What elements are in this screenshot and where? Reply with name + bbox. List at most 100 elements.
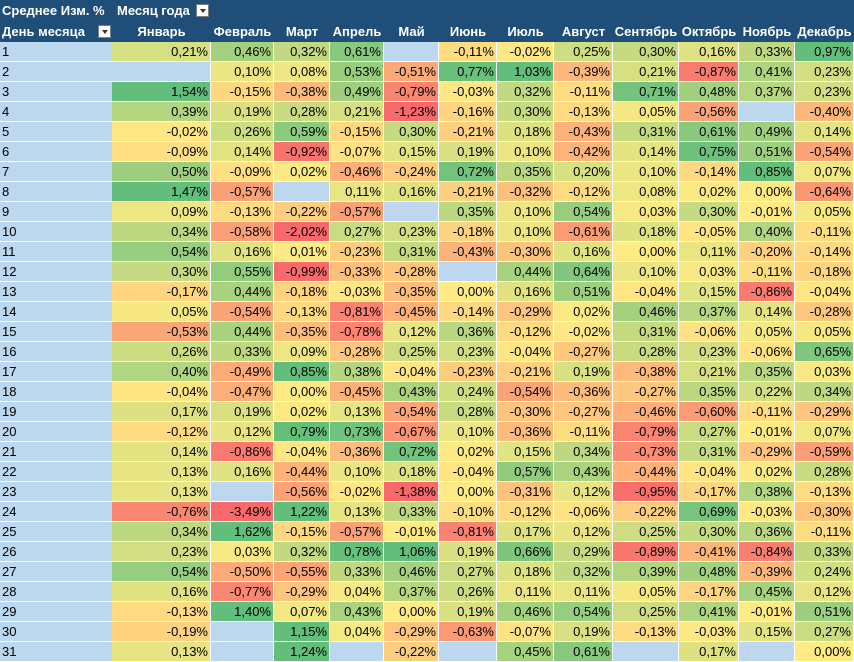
value-cell: -0,54%	[795, 142, 854, 162]
value-cell: -0,49%	[211, 362, 274, 382]
chevron-down-icon[interactable]	[196, 4, 209, 17]
value-cell: 0,23%	[439, 342, 497, 362]
value-cell: 0,40%	[739, 222, 795, 242]
day-label: 22	[0, 462, 112, 482]
value-cell: -0,31%	[497, 482, 554, 502]
value-cell: -0,56%	[274, 482, 330, 502]
value-cell	[274, 182, 330, 202]
value-cell: 0,18%	[613, 222, 679, 242]
table-row: 3 1,54% -0,15% -0,38% 0,49% -0,79% -0,03% 0,32%…	[0, 82, 854, 102]
value-cell: 0,05%	[739, 322, 795, 342]
value-cell	[211, 642, 274, 662]
row-field-label: День месяца	[2, 24, 85, 39]
value-cell: 0,32%	[274, 42, 330, 62]
value-cell: 0,29%	[554, 542, 613, 562]
value-cell: -0,24%	[384, 162, 439, 182]
table-row: 19 0,17% 0,19% 0,02% 0,13% -0,54% 0,28% -0,30% -…	[0, 402, 854, 422]
value-cell: 0,02%	[554, 302, 613, 322]
value-cell: -0,11%	[739, 262, 795, 282]
day-label: 6	[0, 142, 112, 162]
value-cell: 0,35%	[739, 362, 795, 382]
value-cell: 0,16%	[112, 582, 211, 602]
day-label: 15	[0, 322, 112, 342]
month-header: Апрель	[332, 24, 382, 39]
value-cell: 0,05%	[795, 322, 854, 342]
value-cell: 0,27%	[330, 222, 384, 242]
value-cell: 0,12%	[554, 522, 613, 542]
value-cell: 0,40%	[112, 362, 211, 382]
value-cell: -0,61%	[554, 222, 613, 242]
table-row: 1 0,21% 0,46% 0,32% 0,61% -0,11% -0,02% 0,25% 0,…	[0, 42, 854, 62]
day-label: 3	[0, 82, 112, 102]
day-label: 17	[0, 362, 112, 382]
value-cell: 0,16%	[211, 242, 274, 262]
value-cell: -0,01%	[739, 202, 795, 222]
value-field-label: Среднее Изм. %	[2, 3, 105, 18]
value-cell: 0,30%	[679, 522, 739, 542]
value-cell: -0,29%	[795, 402, 854, 422]
value-cell: 0,61%	[554, 642, 613, 662]
value-cell	[384, 202, 439, 222]
day-label: 26	[0, 542, 112, 562]
value-cell	[211, 482, 274, 502]
value-cell: -0,99%	[274, 262, 330, 282]
value-cell: 0,10%	[211, 62, 274, 82]
value-cell: 0,33%	[739, 42, 795, 62]
value-cell: 0,12%	[384, 322, 439, 342]
value-cell: -0,04%	[679, 462, 739, 482]
value-cell: 0,44%	[497, 262, 554, 282]
table-row: 2 0,10% 0,08% 0,53% -0,51% 0,77% 1,03% -0,39% 0,…	[0, 62, 854, 82]
day-label: 7	[0, 162, 112, 182]
value-cell: 0,46%	[384, 562, 439, 582]
value-cell: 0,34%	[795, 382, 854, 402]
value-cell: 0,00%	[439, 482, 497, 502]
value-cell: 0,66%	[497, 542, 554, 562]
day-label: 23	[0, 482, 112, 502]
chevron-down-icon[interactable]	[98, 25, 111, 38]
value-cell: 0,34%	[112, 522, 211, 542]
value-cell: 0,14%	[211, 142, 274, 162]
value-cell: -0,05%	[679, 222, 739, 242]
month-header: Июнь	[449, 24, 487, 39]
value-cell: -0,64%	[795, 182, 854, 202]
value-cell: -0,13%	[112, 602, 211, 622]
value-cell: -0,22%	[384, 642, 439, 662]
day-label: 19	[0, 402, 112, 422]
value-cell: -0,04%	[384, 362, 439, 382]
day-label: 11	[0, 242, 112, 262]
value-cell: 0,25%	[554, 42, 613, 62]
value-cell: -0,92%	[274, 142, 330, 162]
value-cell: -0,55%	[274, 562, 330, 582]
table-row: 27 0,54% -0,50% -0,55% 0,33% 0,46% 0,27% 0,18% 0…	[0, 562, 854, 582]
day-label: 2	[0, 62, 112, 82]
value-cell: -0,30%	[497, 402, 554, 422]
value-cell: -0,18%	[439, 222, 497, 242]
value-cell: -0,76%	[112, 502, 211, 522]
value-cell: -0,17%	[112, 282, 211, 302]
value-cell: 0,33%	[211, 342, 274, 362]
value-cell: 1,54%	[112, 82, 211, 102]
value-cell: -0,03%	[330, 282, 384, 302]
table-row: 31 0,13% 1,24% -0,22% 0,45% 0,61% 0,17% 0,00%	[0, 642, 854, 662]
value-cell	[112, 62, 211, 82]
table-row: 29 -0,13% 1,40% 0,07% 0,43% 0,00% 0,19% 0,46% 0,…	[0, 602, 854, 622]
value-cell	[439, 262, 497, 282]
value-cell: -0,35%	[274, 322, 330, 342]
value-cell: -0,86%	[739, 282, 795, 302]
table-row: 6 -0,09% 0,14% -0,92% -0,07% 0,15% 0,19% 0,10% -…	[0, 142, 854, 162]
value-cell: 0,05%	[613, 102, 679, 122]
value-cell: 0,25%	[613, 522, 679, 542]
table-row: 5 -0,02% 0,26% 0,59% -0,15% 0,30% -0,21% 0,18% -…	[0, 122, 854, 142]
month-header: Март	[285, 24, 319, 39]
value-cell: -0,02%	[497, 42, 554, 62]
value-cell: -0,51%	[384, 62, 439, 82]
value-cell: -0,50%	[211, 562, 274, 582]
value-cell: -0,29%	[274, 582, 330, 602]
value-cell: -0,79%	[613, 422, 679, 442]
value-cell: -0,38%	[613, 362, 679, 382]
value-cell: 0,15%	[739, 622, 795, 642]
value-cell: -0,28%	[330, 342, 384, 362]
value-cell: 0,12%	[795, 582, 854, 602]
table-row: 4 0,39% 0,19% 0,28% 0,21% -1,23% -0,16% 0,30% -0…	[0, 102, 854, 122]
value-cell: 0,64%	[554, 262, 613, 282]
